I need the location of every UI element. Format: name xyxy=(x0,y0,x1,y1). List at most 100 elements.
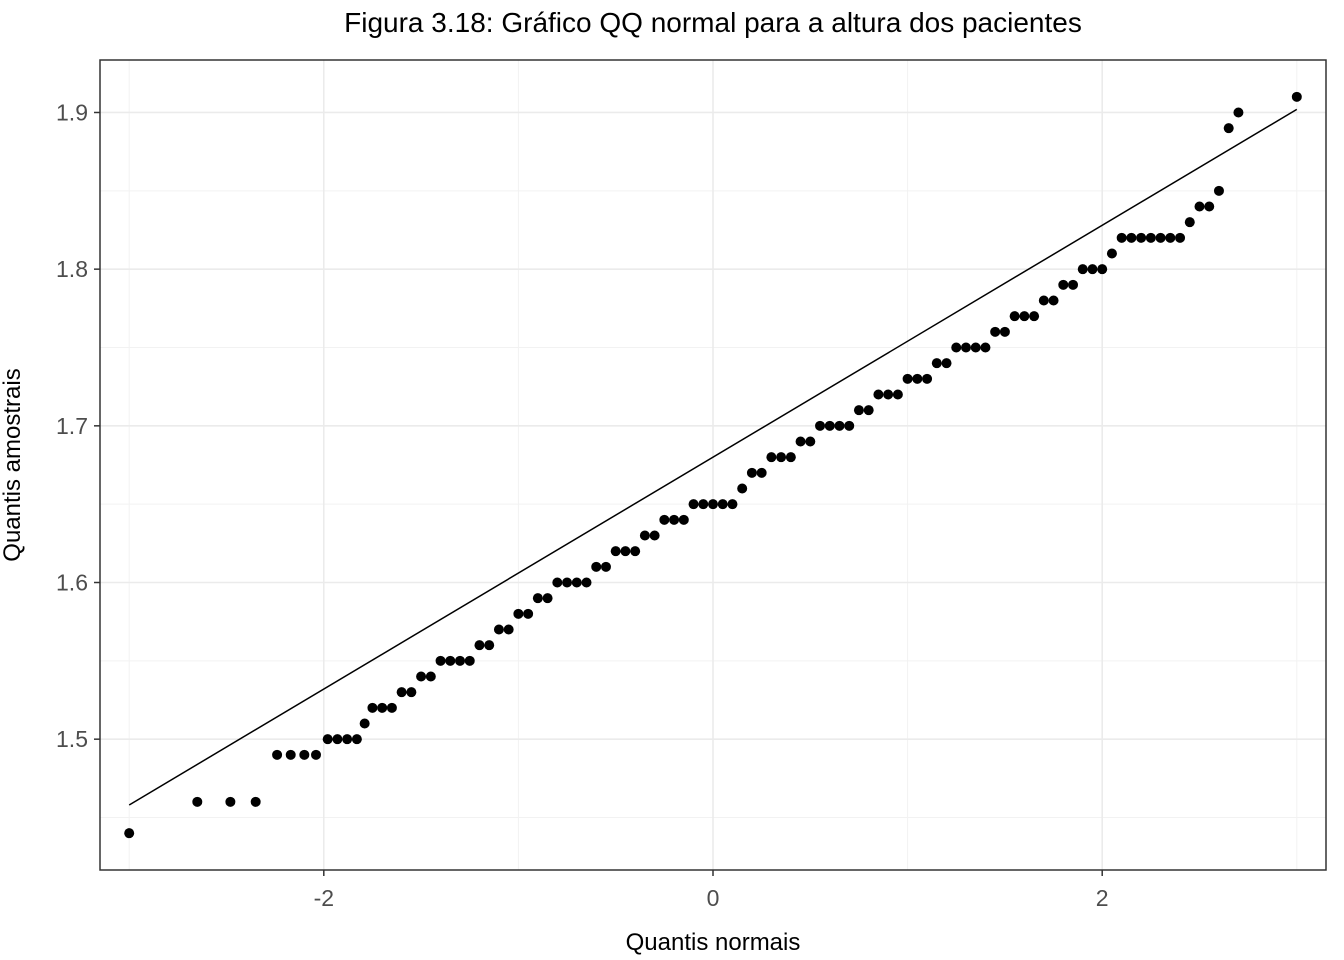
data-point xyxy=(746,467,757,478)
data-point xyxy=(299,749,310,760)
x-tick-label: 2 xyxy=(1096,885,1109,911)
data-point xyxy=(737,483,748,494)
data-point xyxy=(1058,279,1069,290)
data-point xyxy=(124,828,135,839)
data-point xyxy=(824,420,835,431)
data-point xyxy=(931,358,942,369)
data-point xyxy=(649,530,660,541)
reference-line xyxy=(128,108,1298,806)
data-point xyxy=(776,452,787,463)
data-point xyxy=(1136,232,1147,243)
data-point xyxy=(834,420,845,431)
data-point xyxy=(455,655,466,666)
data-point xyxy=(620,546,631,557)
data-point xyxy=(1223,123,1234,134)
data-point xyxy=(416,671,427,682)
data-point xyxy=(922,373,933,384)
data-point xyxy=(853,405,864,416)
data-point xyxy=(669,514,680,525)
x-tick-label: -2 xyxy=(314,885,334,911)
data-point xyxy=(1291,91,1302,102)
data-point xyxy=(785,452,796,463)
data-point xyxy=(359,718,370,729)
data-point xyxy=(406,687,417,698)
data-point xyxy=(659,514,670,525)
data-point xyxy=(591,561,602,572)
data-point xyxy=(1097,264,1108,275)
data-point xyxy=(1194,201,1205,212)
data-point xyxy=(581,577,592,588)
data-point xyxy=(902,373,913,384)
data-point xyxy=(571,577,582,588)
data-point xyxy=(1155,232,1166,243)
data-point xyxy=(1019,311,1030,322)
data-point xyxy=(435,655,446,666)
data-point xyxy=(1048,295,1059,306)
data-point xyxy=(863,405,874,416)
data-point xyxy=(285,749,296,760)
data-point xyxy=(342,734,353,745)
data-point xyxy=(377,702,388,713)
data-point xyxy=(795,436,806,447)
data-point xyxy=(970,342,981,353)
data-point xyxy=(552,577,563,588)
data-point xyxy=(815,420,826,431)
data-point xyxy=(464,655,475,666)
data-point xyxy=(272,749,283,760)
data-point xyxy=(367,702,378,713)
y-tick-label: 1.8 xyxy=(56,256,88,282)
data-point xyxy=(1175,232,1186,243)
data-point xyxy=(639,530,650,541)
data-point xyxy=(678,514,689,525)
data-point xyxy=(980,342,991,353)
data-point xyxy=(322,734,333,745)
data-point xyxy=(844,420,855,431)
data-point xyxy=(332,734,343,745)
x-axis-title: Quantis normais xyxy=(626,929,801,956)
data-point xyxy=(630,546,641,557)
data-point xyxy=(610,546,621,557)
data-point xyxy=(708,499,718,510)
data-point xyxy=(1184,217,1195,228)
reference-line-group xyxy=(128,108,1298,806)
x-tick-label: 0 xyxy=(707,885,720,911)
data-point xyxy=(425,671,436,682)
data-point xyxy=(513,608,524,619)
data-point xyxy=(756,467,767,478)
data-point xyxy=(1126,232,1137,243)
data-point xyxy=(999,326,1010,337)
data-point xyxy=(1165,232,1176,243)
data-point xyxy=(1038,295,1049,306)
data-point xyxy=(698,499,709,510)
y-tick-label: 1.6 xyxy=(56,570,88,596)
data-points xyxy=(124,91,1302,839)
data-point xyxy=(225,796,236,807)
data-point xyxy=(1213,185,1224,196)
data-point xyxy=(493,624,504,635)
data-point xyxy=(805,436,816,447)
data-point xyxy=(1077,264,1088,275)
data-point xyxy=(1087,264,1098,275)
data-point xyxy=(484,640,495,651)
y-tick-label: 1.5 xyxy=(56,726,88,752)
data-point xyxy=(1106,248,1117,259)
data-point xyxy=(445,655,456,666)
data-point xyxy=(727,499,738,510)
data-point xyxy=(192,796,203,807)
y-tick-label: 1.9 xyxy=(56,99,88,125)
data-point xyxy=(250,796,261,807)
grid xyxy=(100,60,1326,870)
data-point xyxy=(562,577,573,588)
data-point xyxy=(1029,311,1040,322)
data-point xyxy=(1009,311,1020,322)
y-axis-title: Quantis amostrais xyxy=(0,368,26,561)
y-axis: 1.5 1.6 1.7 1.8 1.9 xyxy=(56,99,100,752)
data-point xyxy=(941,358,952,369)
data-point xyxy=(311,749,322,760)
data-point xyxy=(912,373,923,384)
data-point xyxy=(873,389,884,400)
data-point xyxy=(1233,107,1244,118)
data-point xyxy=(474,640,485,651)
data-point xyxy=(892,389,903,400)
data-point xyxy=(1145,232,1156,243)
